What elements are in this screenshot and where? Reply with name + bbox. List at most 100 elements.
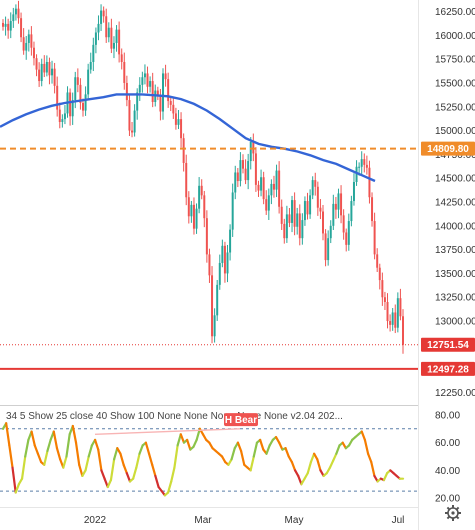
candle: [355, 166, 358, 182]
x-tick-label: Jul: [392, 515, 405, 526]
indicator-segment: [192, 438, 198, 448]
indicator-tick-label: 80.00: [435, 410, 460, 421]
indicator-segment: [236, 441, 243, 453]
candle: [386, 302, 389, 322]
indicator-segment: [284, 447, 290, 458]
candle: [254, 153, 257, 185]
indicator-segment: [100, 469, 106, 480]
h-bear-tag-bg: [224, 413, 258, 427]
indicator-segment: [65, 433, 71, 458]
indicator-segment: [138, 444, 144, 455]
indicator-segment: [335, 444, 341, 455]
candle: [383, 297, 386, 302]
indicator-segment: [230, 447, 236, 461]
candle: [327, 238, 330, 261]
chart-settings-button[interactable]: [445, 505, 461, 521]
indicator-segment: [62, 455, 68, 469]
level-tag-label: 14809.80: [427, 144, 469, 155]
price-tick-label: 12250.00: [435, 388, 475, 399]
candle: [293, 200, 296, 227]
indicator-segment: [363, 438, 370, 455]
candle: [371, 197, 374, 222]
candle: [221, 245, 224, 263]
candle: [192, 204, 195, 229]
candle: [187, 197, 190, 217]
candle: [234, 172, 237, 193]
candle: [373, 221, 376, 255]
candle: [242, 160, 244, 169]
price-tick-label: 16250.00: [435, 7, 475, 18]
candle: [396, 298, 399, 328]
indicator-segment: [239, 449, 246, 466]
candle: [285, 214, 288, 239]
price-tick-label: 14500.00: [435, 174, 475, 185]
divergence-line: [94, 428, 241, 436]
indicator-segment: [144, 441, 151, 455]
candle: [185, 162, 188, 198]
candle: [260, 177, 263, 191]
candle: [334, 203, 337, 210]
candle: [177, 119, 180, 125]
candle: [71, 100, 74, 117]
candle: [352, 182, 355, 202]
candle: [231, 192, 234, 230]
candle: [100, 10, 103, 24]
indicator-segment: [93, 438, 100, 451]
candle: [97, 23, 100, 33]
indicator-segment: [20, 455, 27, 480]
price-tick-label: 13250.00: [435, 293, 475, 304]
candle: [131, 130, 134, 133]
candle: [378, 267, 381, 281]
indicator-segment: [147, 452, 154, 466]
indicator-segment: [5, 422, 11, 447]
candle: [82, 102, 84, 111]
candle: [358, 166, 361, 168]
candle: [12, 14, 15, 22]
candle: [288, 214, 291, 223]
indicator-segment: [11, 466, 17, 494]
candle: [314, 180, 317, 187]
candle: [156, 90, 159, 97]
candle: [87, 69, 90, 95]
level-tag-label: 12751.54: [427, 340, 469, 351]
candle: [53, 68, 56, 86]
indicator-segment: [166, 480, 173, 494]
candle: [159, 96, 162, 112]
candle: [94, 32, 97, 45]
candle: [280, 206, 283, 224]
candle: [112, 42, 115, 49]
indicator-segment: [106, 478, 113, 489]
candle: [30, 34, 33, 48]
candle: [257, 184, 260, 191]
level-tag-bg: [421, 361, 475, 376]
candle: [213, 315, 216, 337]
level-tag-label: 12497.28: [427, 364, 469, 375]
candle: [45, 62, 48, 73]
candle: [350, 201, 353, 222]
indicator-segment: [360, 430, 367, 441]
h-bear-label: H Bear: [225, 415, 257, 426]
candle: [208, 254, 211, 276]
candle: [40, 63, 43, 82]
candle: [265, 199, 268, 211]
candle: [22, 37, 25, 51]
indicator-segment: [186, 438, 192, 451]
price-tick-label: 15250.00: [435, 102, 475, 113]
candle: [69, 92, 72, 117]
candle: [7, 23, 10, 31]
level-tag-bg: [421, 337, 475, 352]
price-tick-label: 13500.00: [435, 269, 475, 280]
x-tick-label: Mar: [194, 515, 212, 526]
candle: [236, 172, 239, 182]
indicator-segment: [151, 463, 157, 477]
price-tick-label: 13750.00: [435, 245, 475, 256]
level-tag-bg: [421, 141, 475, 156]
candle: [51, 68, 54, 76]
indicator-segment: [135, 452, 141, 469]
indicator-pane: 34 5 Show 25 close 40 Show 100 None None…: [0, 410, 460, 505]
indicator-segment: [328, 459, 335, 469]
indicator-segment: [132, 466, 138, 480]
candle: [275, 170, 278, 190]
